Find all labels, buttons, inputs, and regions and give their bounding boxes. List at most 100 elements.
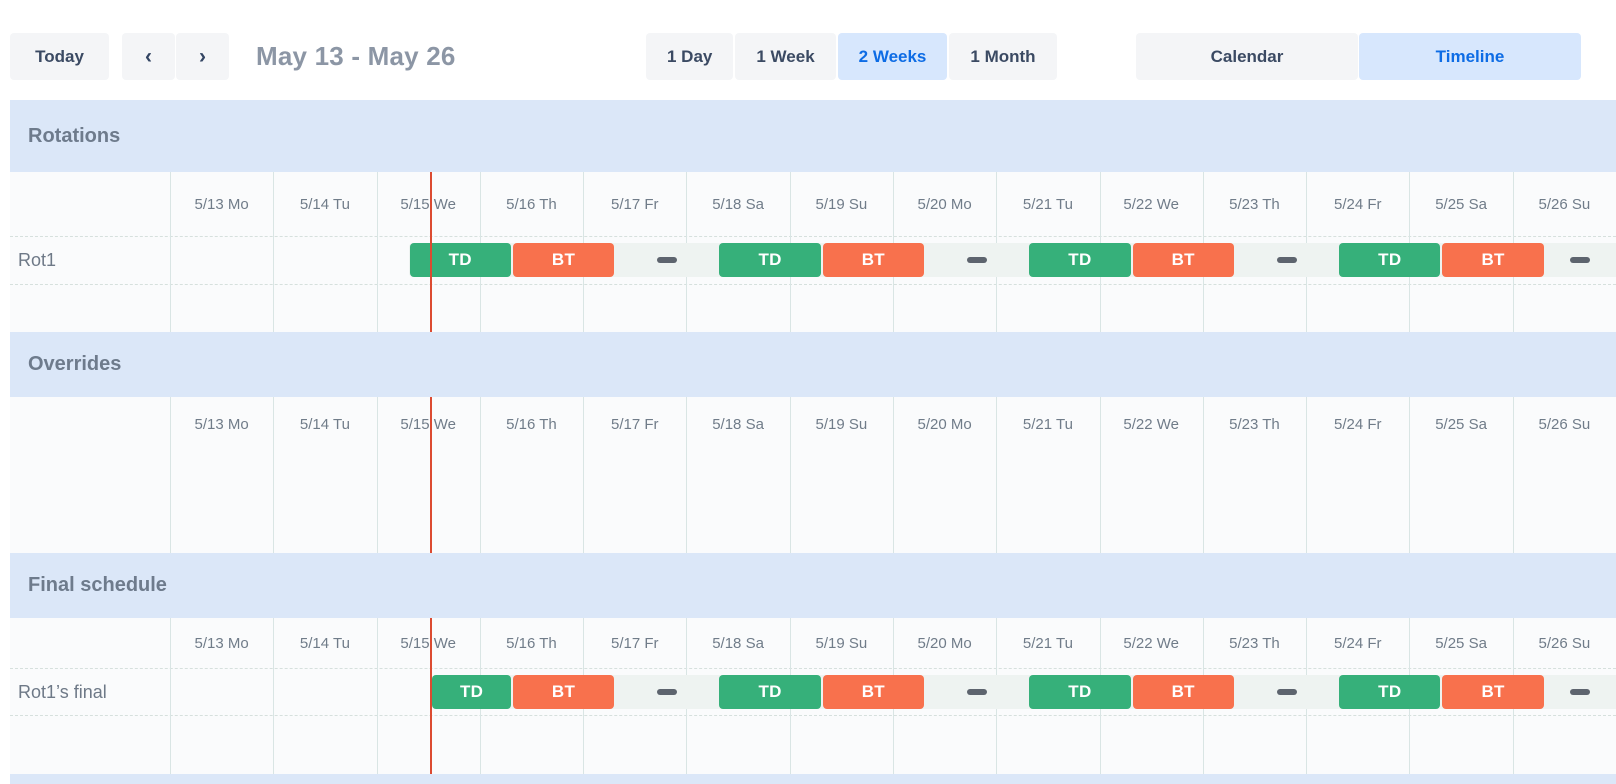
chevron-left-icon: ‹ — [145, 44, 152, 68]
schedule-timeline: Rotations 5/13 Mo 5/14 Tu 5/15 We 5/16 Th 5/1… — [10, 100, 1616, 784]
next-period-button[interactable]: › — [176, 33, 229, 80]
date-header-cell: 5/19 Su — [815, 195, 868, 213]
prev-period-button[interactable]: ‹ — [122, 33, 175, 80]
date-header-cell: 5/26 Su — [1538, 416, 1591, 433]
grid-column-line — [789, 397, 791, 553]
grid-column-line — [479, 397, 481, 553]
date-header-cell: 5/25 Sa — [1435, 416, 1487, 433]
zoom-option-1-month[interactable]: 1 Month — [949, 33, 1057, 80]
date-header-cell: 5/21 Tu — [1022, 416, 1073, 433]
date-header-cell: 5/18 Sa — [712, 634, 764, 652]
grid-column-line — [170, 172, 171, 332]
zoom-option-2-weeks[interactable]: 2 Weeks — [837, 33, 948, 80]
shift-bar-td[interactable]: TD — [1339, 243, 1441, 277]
date-header-cell: 5/16 Th — [506, 634, 557, 652]
shift-bar-bt[interactable]: BT — [1442, 675, 1544, 709]
view-option-timeline[interactable]: Timeline — [1359, 33, 1581, 80]
section-header: Overrides — [10, 332, 1616, 397]
date-header-cell: 5/17 Fr — [611, 416, 659, 433]
date-header-cell: 5/15 We — [400, 634, 456, 652]
grid-column-line — [1306, 397, 1308, 553]
shift-bar-bt[interactable]: BT — [822, 675, 924, 709]
shift-bar-td[interactable]: TD — [1339, 675, 1441, 709]
section-empty-area — [10, 715, 1616, 774]
date-header-cell: 5/19 Su — [815, 634, 868, 652]
view-option-calendar[interactable]: Calendar — [1136, 33, 1358, 80]
today-button[interactable]: Today — [10, 33, 109, 80]
date-header-cell: 5/16 Th — [506, 416, 557, 433]
current-time-line — [430, 397, 433, 553]
schedule-row: Rot1 TD BT TD BT TD BT TD BT — [10, 236, 1616, 284]
grid-column-line — [376, 172, 378, 332]
date-nav-group: ‹ › — [122, 33, 229, 80]
grid-column-line — [893, 397, 894, 553]
date-header-cell: 5/24 Fr — [1334, 195, 1382, 213]
date-header-cell: 5/22 We — [1123, 416, 1179, 433]
shift-bar-td[interactable]: TD — [719, 675, 821, 709]
zoom-option-1-day[interactable]: 1 Day — [646, 33, 734, 80]
date-header-cell: 5/25 Sa — [1435, 195, 1487, 213]
shift-bar-bt[interactable]: BT — [1442, 243, 1544, 277]
current-time-line — [430, 618, 433, 774]
date-header-cell: 5/20 Mo — [917, 634, 972, 652]
grid-column-line — [1202, 397, 1204, 553]
shift-bar-td[interactable]: TD — [1029, 243, 1131, 277]
shift-bar-bt[interactable]: BT — [512, 243, 615, 277]
grid-column-line — [1409, 397, 1411, 553]
date-header-cell: 5/13 Mo — [194, 634, 249, 652]
date-header-cell: 5/15 We — [400, 195, 456, 213]
zoom-option-1-week[interactable]: 1 Week — [735, 33, 836, 80]
date-header-cell: 5/13 Mo — [194, 416, 249, 433]
gap-dash-icon — [1276, 257, 1297, 263]
section-title: Overrides — [28, 353, 122, 375]
grid-column-line — [686, 397, 688, 553]
section-grid: 5/13 Mo 5/14 Tu 5/15 We 5/16 Th 5/17 Fr 5/18 … — [10, 618, 1616, 774]
gap-dash-icon — [656, 257, 677, 263]
grid-column-line — [273, 172, 275, 332]
gap-dash-icon — [1276, 689, 1297, 695]
shift-bar-td[interactable]: TD — [1029, 675, 1131, 709]
shift-bar-td[interactable]: TD — [409, 243, 511, 277]
grid-column-line — [376, 618, 378, 774]
zoom-options-group: 1 Day 1 Week 2 Weeks 1 Month — [646, 33, 1057, 80]
section-empty-area — [10, 452, 1616, 553]
date-header-cell: 5/24 Fr — [1334, 634, 1382, 652]
gap-dash-icon — [1570, 689, 1591, 695]
date-header-cell: 5/23 Th — [1229, 634, 1280, 652]
date-header-cell: 5/19 Su — [815, 416, 868, 433]
current-time-line — [430, 172, 433, 332]
date-header-row: 5/13 Mo 5/14 Tu 5/15 We 5/16 Th 5/17 Fr 5/18 … — [10, 172, 1616, 236]
schedule-row: Rot1’s final TD BT TD BT TD BT TD BT — [10, 668, 1616, 715]
shift-bar-bt[interactable]: BT — [512, 675, 615, 709]
section-title: Rotations — [28, 124, 121, 147]
grid-column-line — [376, 397, 378, 553]
date-header-cell: 5/22 We — [1123, 634, 1179, 652]
view-options-group: Calendar Timeline — [1136, 33, 1581, 80]
shift-bar-td[interactable]: TD — [719, 243, 821, 277]
section-header: Rotations — [10, 100, 1616, 172]
date-header-cell: 5/23 Th — [1229, 416, 1280, 433]
date-header-cell: 5/18 Sa — [712, 416, 764, 433]
date-header-cell: 5/24 Fr — [1334, 416, 1382, 433]
gap-dash-icon — [656, 689, 677, 695]
date-range-title: May 13 - May 26 — [256, 41, 456, 71]
shift-bar-bt[interactable]: BT — [1132, 675, 1234, 709]
shift-bar-td[interactable]: TD — [432, 675, 511, 709]
date-header-cell: 5/16 Th — [506, 195, 557, 213]
date-header-row: 5/13 Mo 5/14 Tu 5/15 We 5/16 Th 5/17 Fr 5/18 … — [10, 397, 1616, 452]
gap-dash-icon — [1570, 257, 1591, 263]
shift-bar-bt[interactable]: BT — [822, 243, 924, 277]
shift-bar-bt[interactable]: BT — [1132, 243, 1234, 277]
date-header-cell: 5/14 Tu — [299, 416, 350, 433]
date-header-cell: 5/22 We — [1123, 195, 1179, 213]
chevron-right-icon: › — [199, 44, 206, 68]
next-section-header-edge — [10, 774, 1616, 784]
date-header-cell: 5/15 We — [400, 416, 456, 433]
date-header-cell: 5/21 Tu — [1022, 634, 1073, 652]
date-header-cell: 5/13 Mo — [194, 195, 249, 213]
gap-dash-icon — [966, 689, 987, 695]
row-label: Rot1 — [18, 250, 57, 270]
date-header-cell: 5/17 Fr — [611, 195, 659, 213]
date-header-cell: 5/26 Su — [1538, 195, 1591, 213]
section-title: Final schedule — [28, 574, 167, 596]
